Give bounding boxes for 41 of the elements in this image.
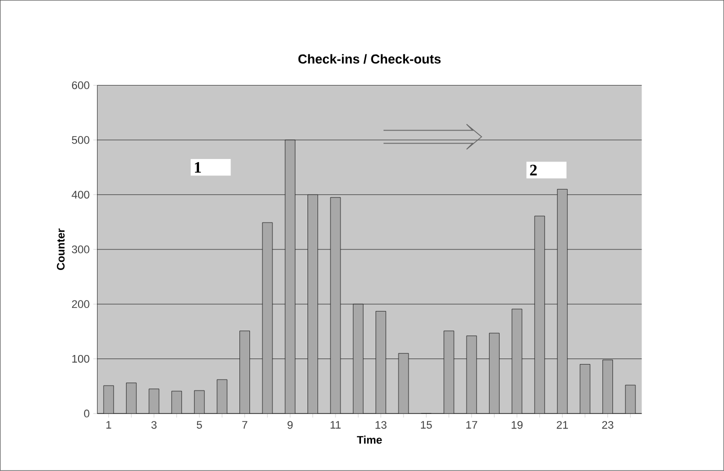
- bar: [534, 216, 545, 414]
- y-tick-label: 400: [72, 190, 90, 199]
- bar: [330, 197, 341, 414]
- y-tick-label: 200: [72, 300, 90, 308]
- bar: [466, 336, 477, 414]
- x-tick-label: 15: [420, 421, 432, 429]
- x-tick-label: 21: [556, 421, 568, 429]
- bar: [444, 330, 454, 414]
- bar: [625, 384, 636, 414]
- bar: [352, 304, 364, 414]
- y-tick-label: 500: [72, 136, 90, 144]
- x-tick-label: 19: [512, 421, 523, 429]
- bar: [308, 194, 318, 414]
- x-tick-label: 23: [602, 421, 614, 429]
- bar: [240, 330, 250, 414]
- y-tick-label: 300: [72, 246, 90, 254]
- bar: [602, 360, 613, 414]
- bar: [489, 333, 500, 414]
- bar: [194, 390, 205, 414]
- x-tick-label: 13: [376, 421, 386, 429]
- bar: [126, 382, 137, 414]
- bar: [557, 189, 568, 414]
- y-tick-label: 100: [72, 355, 90, 363]
- x-tick-label: 5: [196, 421, 202, 429]
- bar: [284, 140, 296, 414]
- y-axis-title: Counter: [56, 228, 65, 270]
- y-tick-label: 0: [84, 410, 90, 418]
- bar: [376, 311, 386, 414]
- x-tick-label: 9: [288, 421, 293, 429]
- chart-title: Check-ins / Check-outs: [298, 54, 441, 64]
- x-tick-label: 17: [466, 421, 478, 429]
- x-tick-label: 11: [330, 421, 341, 429]
- bar: [171, 391, 182, 414]
- annotation: 1: [194, 162, 201, 173]
- bar: [103, 386, 114, 414]
- x-tick-label: 3: [151, 421, 157, 429]
- x-axis-title: Time: [356, 436, 382, 444]
- x-tick-label: 1: [106, 421, 112, 429]
- y-tick-label: 600: [72, 82, 90, 90]
- annotation: 2: [530, 164, 537, 176]
- x-tick-label: 7: [242, 421, 248, 429]
